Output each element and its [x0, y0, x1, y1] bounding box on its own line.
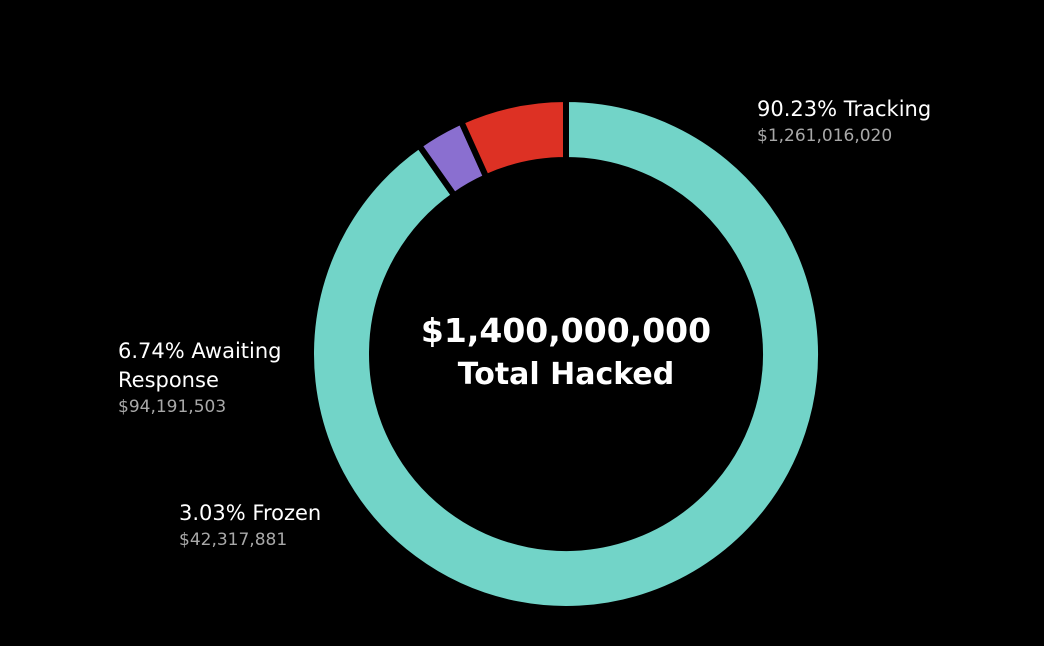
frozen-percent-label: 3.03% Frozen: [179, 501, 322, 525]
donut-slice-tracking: [308, 95, 824, 612]
awaiting-percent-label: 6.74% Awaiting Response: [118, 339, 282, 392]
tracking-amount: $1,261,016,020: [757, 126, 893, 146]
donut-center: $1,400,000,000 Total Hacked: [366, 308, 766, 396]
legend-label-awaiting-response: 6.74% Awaiting Response $94,191,503: [118, 337, 338, 419]
tracking-percent-label: 90.23% Tracking: [757, 97, 932, 121]
frozen-amount: $42,317,881: [179, 530, 288, 550]
legend-label-tracking: 90.23% Tracking $1,261,016,020: [757, 95, 931, 148]
total-caption: Total Hacked: [457, 357, 675, 392]
donut-slice-awaiting-response: [457, 95, 569, 182]
awaiting-amount: $94,191,503: [118, 397, 227, 417]
total-amount: $1,400,000,000: [420, 311, 712, 350]
legend-label-frozen: 3.03% Frozen $42,317,881: [179, 499, 321, 552]
